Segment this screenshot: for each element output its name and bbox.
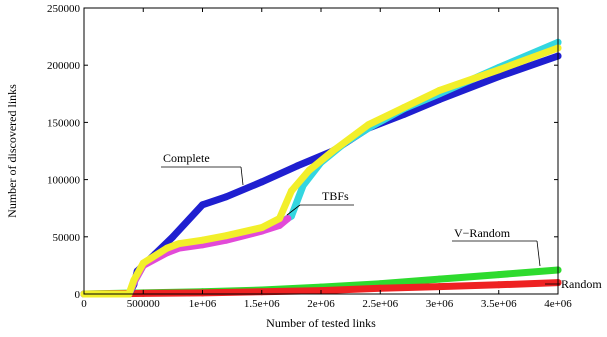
annotation-complete-label: Complete xyxy=(163,151,210,165)
series-point-v-random xyxy=(495,271,503,279)
series-layer xyxy=(80,38,562,298)
series-point-series-3 xyxy=(436,86,443,94)
series-point-series-3 xyxy=(329,147,337,155)
series-point-random xyxy=(376,284,384,292)
annotation-tbfs-pointer xyxy=(286,204,301,216)
series-point-complete xyxy=(495,73,503,81)
series-point-series-3 xyxy=(222,232,230,240)
x-tick-label: 0 xyxy=(81,298,87,310)
series-point-v-random xyxy=(436,275,443,283)
x-tick-label: 1.5e+06 xyxy=(244,298,280,310)
series-point-complete xyxy=(258,178,266,186)
annotation-v-random: V−Random xyxy=(452,226,541,267)
series-point-series-3 xyxy=(287,187,295,195)
y-tick-label: 150000 xyxy=(47,117,81,129)
annotation-v-random-label: V−Random xyxy=(454,226,511,240)
y-tick-label: 100000 xyxy=(47,175,81,187)
series-point-series-3 xyxy=(175,240,183,248)
x-tick-label: 3e+06 xyxy=(426,298,454,310)
series-point-series-3 xyxy=(364,121,372,129)
series-point-series-3 xyxy=(163,244,171,252)
x-tick-label: 1e+06 xyxy=(189,298,217,310)
x-tick-label: 500000 xyxy=(127,298,161,310)
y-tick-label: 250000 xyxy=(47,3,81,15)
series-point-complete xyxy=(169,233,177,241)
series-point-series-3 xyxy=(199,236,206,244)
series-point-series-3 xyxy=(139,259,147,267)
y-tick-label: 200000 xyxy=(47,60,81,72)
x-tick-label: 4e+06 xyxy=(544,298,572,310)
series-point-random xyxy=(436,283,443,291)
annotation-complete: Complete xyxy=(161,151,244,186)
series-point-series-3 xyxy=(400,104,408,111)
x-tick-label: 2.5e+06 xyxy=(362,298,398,310)
annotation-tbfs-label: TBFs xyxy=(322,189,349,203)
annotation-v-random-pointer xyxy=(536,240,541,267)
annotation-complete-pointer xyxy=(240,166,244,186)
y-tick-label: 50000 xyxy=(53,232,81,244)
x-axis-title: Number of tested links xyxy=(266,316,376,330)
series-point-complete xyxy=(293,162,301,170)
series-point-series-2 xyxy=(276,221,283,229)
annotation-random-label: Random xyxy=(561,277,602,291)
y-axis-title: Number of discovered links xyxy=(5,84,19,218)
series-point-complete xyxy=(222,193,230,201)
y-tick-label: 0 xyxy=(75,289,81,301)
series-point-series-2 xyxy=(284,215,292,222)
series-point-complete xyxy=(199,201,206,209)
x-tick-label: 2e+06 xyxy=(307,298,335,310)
series-point-series-3 xyxy=(305,166,313,174)
series-point-series-3 xyxy=(130,276,138,284)
series-point-series-3 xyxy=(276,215,283,222)
ticks-layer: 0 500000 1e+06 1.5e+06 2e+06 2.5e+06 3e+06 3.5e… xyxy=(47,3,572,310)
x-tick-label: 3.5e+06 xyxy=(481,298,517,310)
annotation-random: Random xyxy=(545,277,602,291)
series-point-series-3 xyxy=(258,224,266,232)
annotation-tbfs: TBFs xyxy=(286,189,354,216)
series-point-series-3 xyxy=(495,66,503,74)
series-point-random xyxy=(495,281,503,289)
